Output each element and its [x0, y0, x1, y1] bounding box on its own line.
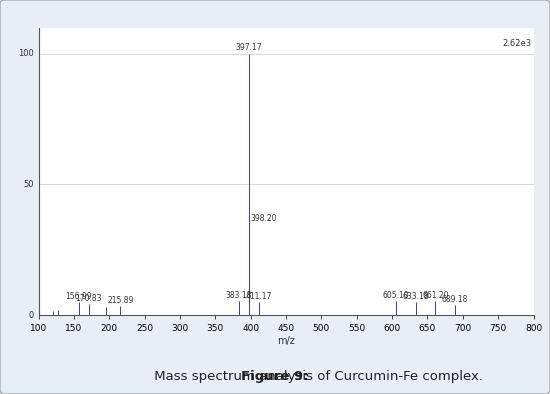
X-axis label: m/z: m/z [277, 336, 295, 346]
Text: 215.89: 215.89 [107, 296, 134, 305]
Text: 0: 0 [28, 311, 34, 320]
Text: 397.17: 397.17 [235, 43, 262, 52]
Text: 605.10: 605.10 [382, 291, 409, 300]
Text: 100: 100 [18, 49, 34, 58]
Text: 170.83: 170.83 [75, 294, 102, 303]
Text: 411.17: 411.17 [245, 292, 272, 301]
Text: Figure 9:: Figure 9: [241, 370, 309, 383]
Text: 633.18: 633.18 [402, 292, 429, 301]
Text: 398.20: 398.20 [250, 214, 277, 223]
Text: 50: 50 [23, 180, 34, 189]
Text: Mass spectrum analysis of Curcumin-Fe complex.: Mass spectrum analysis of Curcumin-Fe co… [150, 370, 483, 383]
Text: 2.62e3: 2.62e3 [502, 39, 531, 48]
Text: 689.18: 689.18 [442, 295, 468, 304]
Text: 383.18: 383.18 [226, 291, 252, 300]
Text: 156.99: 156.99 [65, 292, 92, 301]
Text: 661.20: 661.20 [422, 291, 449, 300]
